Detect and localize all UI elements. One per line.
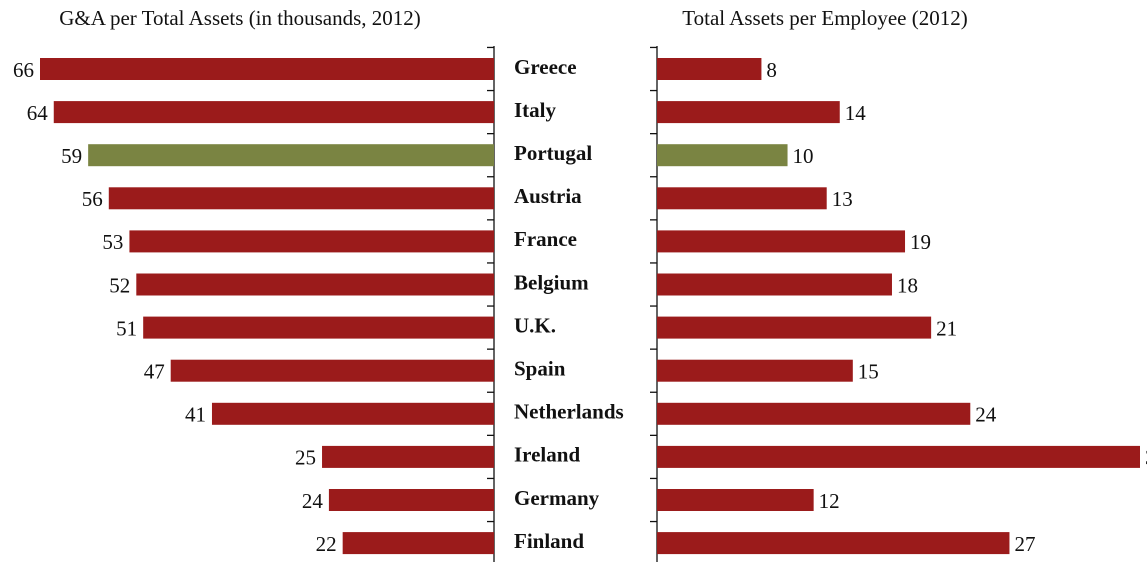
value-label: 24 [975, 403, 997, 427]
bar [657, 273, 892, 296]
bar [211, 402, 494, 425]
value-label: 19 [910, 230, 931, 254]
category-label: Finland [514, 529, 584, 553]
bar [108, 187, 495, 210]
bar [88, 144, 494, 167]
value-label: 56 [82, 187, 103, 211]
category-label: Netherlands [514, 400, 624, 424]
bar [136, 273, 494, 296]
bar [657, 101, 840, 124]
value-label: 51 [116, 316, 137, 340]
value-label: 27 [1014, 532, 1035, 556]
value-label: 18 [897, 273, 918, 297]
bar [657, 230, 906, 253]
bar [322, 445, 494, 468]
value-label: 59 [61, 144, 82, 168]
bar [328, 489, 494, 511]
value-label: 21 [936, 316, 957, 340]
bar [657, 316, 932, 339]
bar [657, 144, 788, 167]
category-label: Belgium [514, 270, 589, 294]
value-label: 53 [102, 230, 123, 254]
bar [657, 58, 762, 80]
bar [657, 445, 1140, 468]
value-label: 41 [185, 403, 206, 427]
category-label: Germany [514, 486, 600, 510]
bar [342, 532, 494, 555]
bar [53, 101, 495, 124]
value-label: 15 [858, 360, 879, 384]
chart-title: G&A per Total Assets (in thousands, 2012… [59, 6, 421, 30]
bar [657, 359, 853, 382]
category-label: U.K. [514, 313, 556, 337]
value-label: 66 [13, 58, 34, 82]
bar [657, 187, 827, 210]
bar [129, 230, 494, 253]
category-label: Greece [514, 55, 577, 79]
bar [657, 489, 814, 511]
value-label: 8 [766, 58, 777, 82]
bar [40, 58, 494, 80]
bar [143, 316, 494, 339]
value-label: 24 [302, 489, 324, 513]
bar [657, 402, 971, 425]
category-label: France [514, 227, 577, 251]
value-label: 25 [295, 446, 316, 470]
value-label: 14 [845, 101, 867, 125]
chart-title: Total Assets per Employee (2012) [682, 6, 967, 30]
value-label: 12 [819, 489, 840, 513]
value-label: 52 [109, 273, 130, 297]
value-label: 22 [316, 532, 337, 556]
value-label: 13 [832, 187, 853, 211]
category-label: Austria [514, 184, 582, 208]
category-label: Italy [514, 98, 557, 122]
value-label: 47 [144, 360, 165, 384]
bar [657, 532, 1010, 555]
category-label: Spain [514, 357, 566, 381]
category-label: Ireland [514, 443, 580, 467]
value-label: 64 [27, 101, 49, 125]
category-label: Portugal [514, 141, 592, 165]
value-label: 10 [793, 144, 814, 168]
value-label: 37 [1145, 446, 1147, 470]
bar [170, 359, 495, 382]
